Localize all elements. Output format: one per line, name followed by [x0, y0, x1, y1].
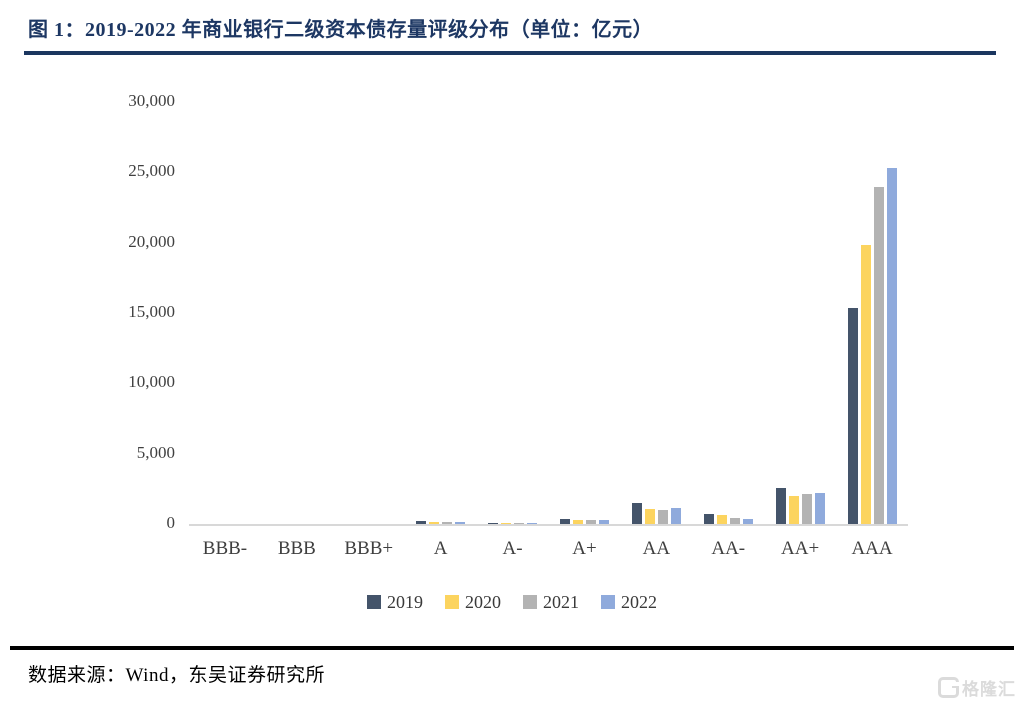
chart-title: 图 1：2019-2022 年商业银行二级资本债存量评级分布（单位：亿元）	[28, 19, 654, 41]
legend: 2019 2020 2021 2022	[0, 590, 1024, 614]
bar-2022-AA-	[742, 518, 753, 524]
bar-2021-A+	[585, 520, 596, 524]
data-source-text: 数据来源：Wind，东吴证券研究所	[28, 665, 325, 686]
y-tick-label: 15,000	[128, 302, 175, 321]
x-axis-label-A+: A+	[572, 538, 597, 559]
y-tick-label: 0	[166, 513, 176, 532]
bar-2021-AA+	[801, 494, 812, 524]
legend-swatch-2020	[445, 595, 459, 609]
bar-2019-AA-	[703, 514, 714, 524]
x-axis-label-AA: AA	[642, 538, 671, 559]
bar-2019-A	[416, 521, 427, 524]
bar-2021-A	[442, 522, 453, 524]
bar-2020-A+	[572, 519, 583, 524]
bar-2019-A+	[559, 519, 570, 524]
bar-2022-A	[455, 522, 466, 524]
x-axis-label-BBB: BBB	[277, 538, 316, 559]
bar-2020-AA+	[788, 495, 799, 524]
gelonghui-logo-text: 格隆汇	[962, 680, 1016, 699]
x-axis-label-AA-: AA-	[711, 538, 746, 559]
bar-2022-AA	[670, 508, 681, 524]
y-tick-label: 10,000	[128, 372, 175, 392]
y-tick-label: 25,000	[128, 161, 175, 181]
bar-2020-AA-	[716, 515, 727, 524]
bar-2020-A	[429, 522, 440, 524]
legend-label-2019: 2019	[387, 591, 423, 612]
x-axis-label-A-: A-	[502, 538, 523, 559]
legend-label-2020: 2020	[465, 591, 501, 612]
x-axis-label-BBB-: BBB-	[202, 538, 248, 559]
legend-item-2021: 2021	[523, 592, 579, 613]
legend-swatch-2021	[523, 595, 537, 609]
plot-area	[189, 102, 908, 526]
bar-2019-A-	[488, 523, 499, 524]
legend-item-2019: 2019	[367, 592, 423, 613]
x-axis-label-AAA: AAA	[851, 538, 893, 559]
legend-label-2021: 2021	[543, 591, 579, 612]
x-axis-label-AA+: AA+	[781, 538, 820, 559]
legend-item-2020: 2020	[445, 592, 501, 613]
legend-label-2022: 2022	[621, 591, 657, 612]
legend-swatch-2019	[367, 595, 381, 609]
gelonghui-watermark: 格隆汇	[938, 675, 1016, 700]
bar-2021-AAA	[873, 186, 884, 524]
bar-2020-AAA	[860, 244, 871, 524]
title-divider	[24, 51, 996, 55]
bar-2022-AAA	[886, 167, 897, 524]
bar-2021-AA-	[729, 517, 740, 524]
bar-2021-A-	[514, 523, 525, 524]
gelonghui-logo-icon	[938, 677, 959, 698]
legend-swatch-2022	[601, 595, 615, 609]
y-tick-label: 20,000	[128, 231, 175, 251]
bar-2022-AA+	[814, 493, 825, 524]
x-axis-label-A: A	[433, 538, 448, 559]
bar-2019-AA	[631, 502, 642, 524]
bar-2019-AAA	[847, 308, 858, 524]
legend-item-2022: 2022	[601, 592, 657, 613]
bar-2022-A+	[598, 520, 609, 524]
footer-divider	[10, 646, 1014, 650]
y-tick-label: 5,000	[136, 442, 175, 462]
bar-2019-AA+	[775, 488, 786, 524]
y-tick-label: 30,000	[128, 91, 175, 110]
bar-2021-AA	[657, 509, 668, 524]
bar-2020-A-	[501, 523, 512, 524]
x-axis-label-BBB+: BBB+	[344, 538, 394, 559]
bar-2022-A-	[527, 523, 538, 524]
bar-2020-AA	[644, 508, 655, 524]
